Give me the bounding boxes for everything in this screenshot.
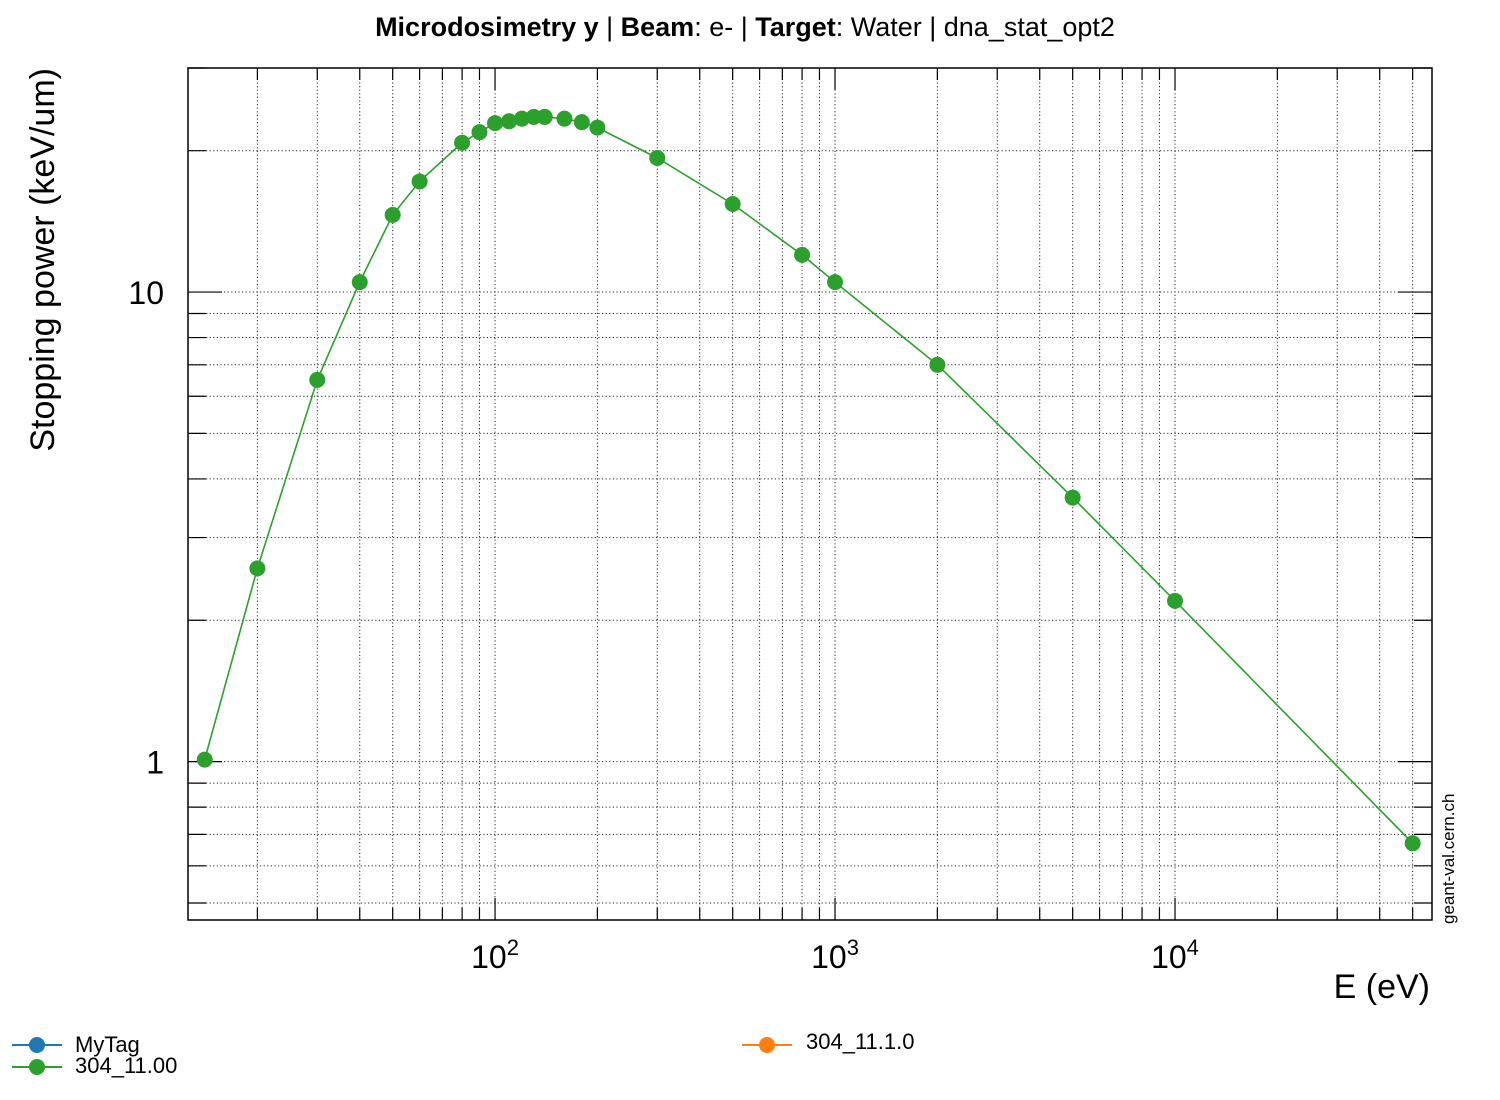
data-point bbox=[794, 246, 811, 263]
data-point bbox=[589, 119, 606, 136]
data-point bbox=[411, 173, 428, 190]
x-tick-label-exponent: 3 bbox=[847, 935, 859, 960]
data-point bbox=[249, 560, 266, 577]
title-part-3: Beam bbox=[621, 12, 695, 42]
watermark-text: geant-val.cern.ch bbox=[1439, 794, 1458, 924]
data-point bbox=[827, 274, 844, 291]
legend-marker-mytag bbox=[29, 1037, 45, 1053]
data-point bbox=[487, 115, 504, 132]
data-point bbox=[525, 108, 542, 125]
data-point bbox=[471, 124, 488, 141]
y-tick-label: 10 bbox=[128, 275, 164, 311]
x-tick-label-base: 10 bbox=[811, 939, 847, 975]
title-part-5: Target bbox=[755, 12, 836, 42]
data-point bbox=[724, 195, 741, 212]
data-point bbox=[1404, 835, 1421, 852]
data-point bbox=[454, 134, 471, 151]
data-point bbox=[1064, 489, 1081, 506]
chart-title: Microdosimetry y | Beam: e- | Target: Wa… bbox=[375, 12, 1115, 42]
legend-label-304-11-00: 304_11.00 bbox=[75, 1053, 177, 1078]
data-point bbox=[1167, 592, 1184, 609]
title-part-1: Microdosimetry y bbox=[375, 12, 606, 42]
legend-item-304-11-00: 304_11.00 bbox=[12, 1053, 177, 1078]
x-tick-label-base: 10 bbox=[471, 939, 507, 975]
x-tick-label: 102 bbox=[471, 935, 519, 975]
axis-ticks bbox=[188, 67, 1432, 920]
data-series bbox=[196, 108, 1421, 852]
legend-marker-304-11-00 bbox=[29, 1059, 45, 1075]
title-part-6: : Water | dna_stat_opt2 bbox=[836, 12, 1115, 42]
legend-item-mytag: MyTag bbox=[12, 1032, 140, 1057]
x-axis-title: E (eV) bbox=[1334, 968, 1430, 1006]
data-point bbox=[196, 751, 213, 768]
data-point bbox=[556, 110, 573, 127]
x-tick-label: 104 bbox=[1151, 935, 1199, 975]
legend-marker-304-11-1-0 bbox=[759, 1037, 775, 1053]
legend: MyTag 304_11.00 304_11.1.0 bbox=[12, 1029, 914, 1078]
x-tick-label-base: 10 bbox=[1151, 939, 1187, 975]
legend-label-304-11-1-0: 304_11.1.0 bbox=[806, 1029, 914, 1054]
data-point bbox=[513, 110, 530, 127]
y-tick-label: 1 bbox=[146, 745, 164, 781]
data-point bbox=[649, 149, 666, 166]
data-point bbox=[501, 113, 518, 130]
data-point bbox=[536, 108, 553, 125]
plot-frame bbox=[187, 67, 1433, 921]
title-part-4: : e- | bbox=[694, 12, 755, 42]
x-tick-label-exponent: 4 bbox=[1187, 935, 1199, 960]
legend-item-304-11-1-0: 304_11.1.0 bbox=[742, 1029, 914, 1054]
title-part-2: | bbox=[606, 12, 621, 42]
x-tick-label: 103 bbox=[811, 935, 859, 975]
y-axis-title: Stopping power (keV/um) bbox=[24, 68, 62, 452]
data-point bbox=[573, 114, 590, 131]
legend-label-mytag: MyTag bbox=[75, 1032, 140, 1057]
series-line bbox=[203, 116, 1414, 844]
data-point bbox=[309, 371, 326, 388]
data-point bbox=[384, 206, 401, 223]
data-point bbox=[351, 274, 368, 291]
x-tick-label-exponent: 2 bbox=[507, 935, 519, 960]
data-point bbox=[929, 356, 946, 373]
grid bbox=[188, 67, 1432, 920]
